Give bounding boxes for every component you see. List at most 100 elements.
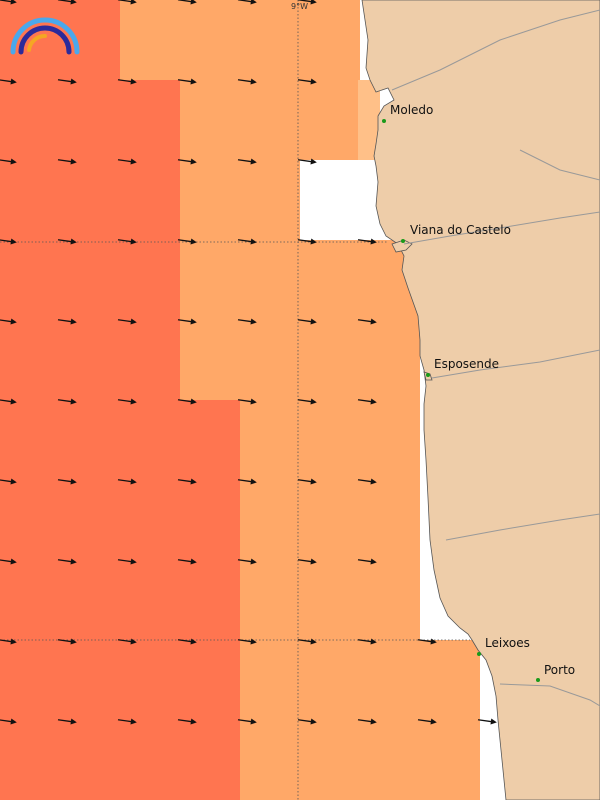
wind-arrow xyxy=(177,0,197,5)
wind-arrow xyxy=(357,638,377,645)
river-road xyxy=(519,149,600,181)
sea-cell-low xyxy=(358,80,380,160)
wind-arrow xyxy=(57,318,77,325)
wind-arrow xyxy=(57,638,77,645)
wind-arrow xyxy=(297,478,317,485)
wind-arrow xyxy=(297,638,317,645)
wind-arrow xyxy=(177,398,197,405)
city-leixoes[interactable]: Leixoes xyxy=(477,636,530,656)
wind-arrow xyxy=(237,318,257,325)
wind-arrow xyxy=(117,478,137,485)
wind-arrow xyxy=(237,478,257,485)
wind-arrow xyxy=(177,478,197,485)
wind-arrow xyxy=(417,638,437,645)
wind-arrow xyxy=(0,558,17,565)
wind-arrow xyxy=(177,238,197,245)
sea-cell-mid xyxy=(120,0,360,80)
river-ave xyxy=(445,513,600,541)
wind-arrow xyxy=(357,238,377,245)
wind-arrow xyxy=(0,638,17,645)
wind-arrow xyxy=(297,318,317,325)
wind-arrow xyxy=(0,478,17,485)
wind-arrow xyxy=(177,78,197,85)
sea-cell-mid xyxy=(180,160,300,240)
wind-arrow xyxy=(117,0,137,5)
wind-arrow xyxy=(57,398,77,405)
wind-arrow xyxy=(237,398,257,405)
city-esposende[interactable]: Esposende xyxy=(426,357,499,377)
sea-cell-mid xyxy=(240,400,420,640)
wind-arrow xyxy=(297,0,317,5)
city-label: Porto xyxy=(544,663,575,677)
wind-arrow xyxy=(177,718,197,725)
logo-arc-outer xyxy=(10,17,80,55)
wind-arrow xyxy=(57,558,77,565)
wind-arrow xyxy=(117,318,137,325)
coastline xyxy=(361,0,600,800)
wind-arrow xyxy=(237,718,257,725)
rainbow-logo-icon[interactable] xyxy=(10,17,80,55)
city-markers: Moledo Viana do Castelo Esposende Leixoe… xyxy=(382,103,575,682)
river-cavado xyxy=(431,349,600,379)
wind-arrows xyxy=(0,0,497,725)
wind-arrow xyxy=(357,318,377,325)
logo-arc-inner xyxy=(27,33,47,52)
river-lima xyxy=(403,211,600,245)
wind-arrow xyxy=(297,158,317,165)
river-douro xyxy=(499,683,600,707)
city-dot xyxy=(382,119,386,123)
wind-arrow xyxy=(237,638,257,645)
wind-arrow xyxy=(177,638,197,645)
wind-arrow xyxy=(177,158,197,165)
city-label: Esposende xyxy=(434,357,499,371)
wind-arrow xyxy=(237,238,257,245)
wind-arrow xyxy=(117,638,137,645)
sea-cell-high xyxy=(0,80,180,400)
logo-arc-middle xyxy=(18,25,72,55)
city-label: Moledo xyxy=(390,103,433,117)
wind-arrow xyxy=(357,478,377,485)
sea-cells xyxy=(0,0,480,800)
wind-arrow xyxy=(357,398,377,405)
city-dot xyxy=(426,373,430,377)
wind-arrow xyxy=(57,718,77,725)
city-label: Viana do Castelo xyxy=(410,223,511,237)
wind-arrow xyxy=(177,318,197,325)
wind-arrow xyxy=(0,0,17,5)
wind-arrow xyxy=(57,158,77,165)
wind-arrow xyxy=(0,238,17,245)
city-dot xyxy=(536,678,540,682)
city-dot xyxy=(477,652,481,656)
wind-arrow xyxy=(357,718,377,725)
wind-arrow xyxy=(117,78,137,85)
wind-arrow xyxy=(237,78,257,85)
wind-arrow xyxy=(117,238,137,245)
city-dot xyxy=(401,239,405,243)
city-label: Leixoes xyxy=(485,636,530,650)
wind-arrow xyxy=(297,718,317,725)
wind-arrow xyxy=(417,718,437,725)
wind-arrow xyxy=(57,78,77,85)
wind-arrow xyxy=(357,558,377,565)
wind-arrow xyxy=(297,398,317,405)
wind-arrow xyxy=(297,78,317,85)
sea-cell-high xyxy=(0,400,240,800)
wind-arrow xyxy=(0,318,17,325)
wind-arrow xyxy=(117,398,137,405)
land xyxy=(361,0,600,800)
wind-arrow xyxy=(237,0,257,5)
wind-arrow xyxy=(0,78,17,85)
wind-arrow xyxy=(0,718,17,725)
wind-arrow xyxy=(177,558,197,565)
wind-arrow xyxy=(117,558,137,565)
city-moledo[interactable]: Moledo xyxy=(382,103,433,123)
city-porto[interactable]: Porto xyxy=(536,663,575,682)
sea-cell-high xyxy=(0,0,120,80)
city-viana-do-castelo[interactable]: Viana do Castelo xyxy=(401,223,511,243)
river-minho xyxy=(391,9,600,91)
wind-arrow xyxy=(117,718,137,725)
sea-cell-mid xyxy=(180,80,360,160)
wind-arrow xyxy=(57,478,77,485)
wind-arrow xyxy=(0,398,17,405)
